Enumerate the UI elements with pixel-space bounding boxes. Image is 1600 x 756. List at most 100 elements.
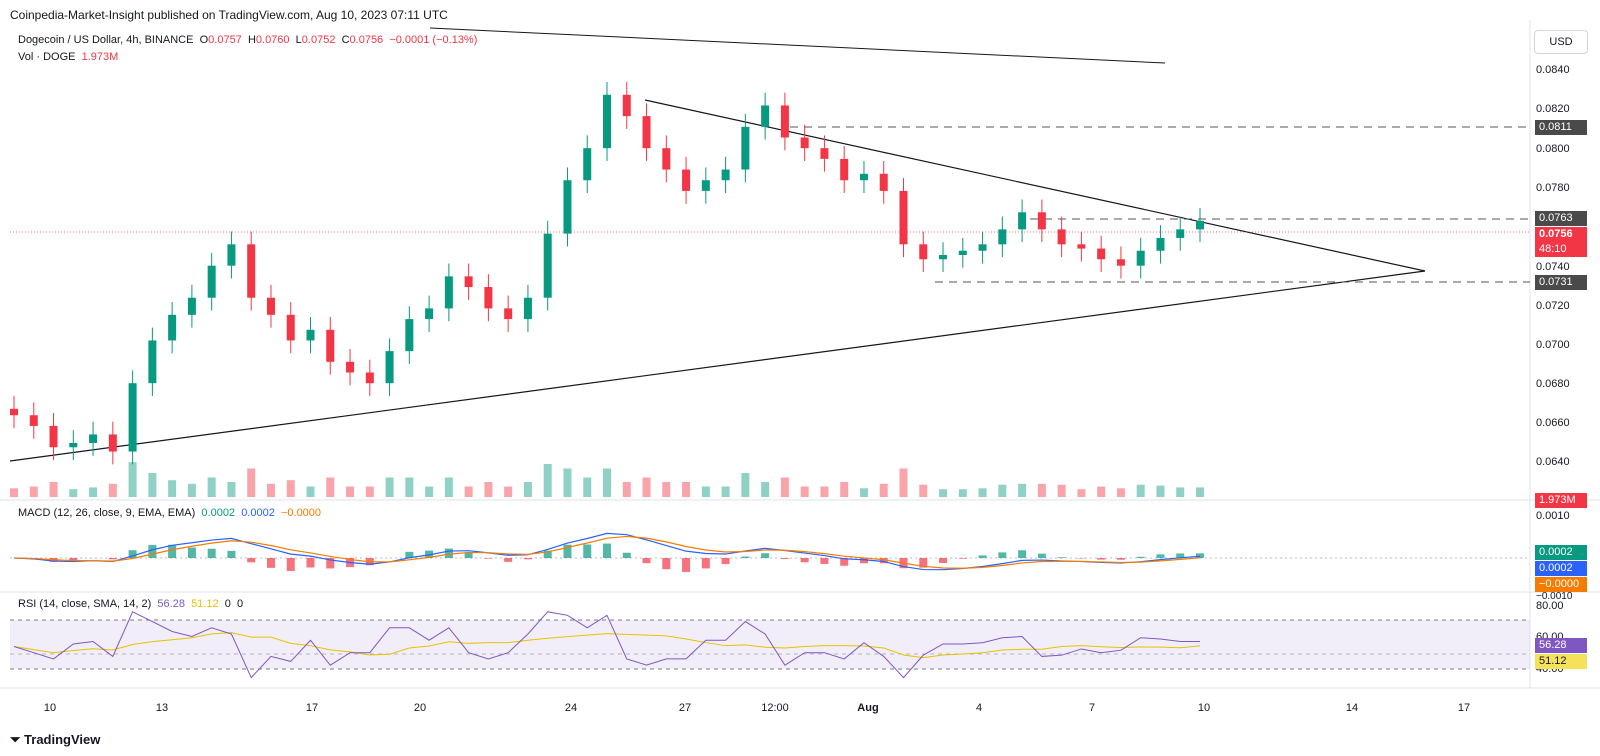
macd-hist-bar <box>247 558 256 563</box>
volume-bar <box>168 480 177 497</box>
volume-bar <box>682 482 691 497</box>
candle-body <box>1097 248 1106 260</box>
macd-hist-bar <box>741 556 750 558</box>
top-trendline <box>429 27 1166 64</box>
macd-hist-bar <box>701 558 710 569</box>
candle-body <box>69 443 78 448</box>
macd-hist-bar <box>642 558 651 564</box>
volume-badge: 1.973M <box>1535 493 1587 508</box>
candle-body <box>603 94 611 149</box>
time-tick: 17 <box>1457 702 1471 714</box>
volume-bar <box>128 462 137 497</box>
price-tick: 0.0700 <box>1536 339 1570 351</box>
candle-body <box>543 233 552 298</box>
candle-body <box>365 372 374 384</box>
macd-hist-bar <box>958 558 967 559</box>
macd-hist-bar <box>128 550 137 558</box>
volume-bar <box>69 489 78 497</box>
time-tick: 24 <box>564 702 578 714</box>
macd-hist-bar <box>998 552 1007 558</box>
volume-bar <box>998 484 1007 497</box>
time-tick: 20 <box>413 702 427 714</box>
rsi-band <box>10 620 1530 669</box>
candle-body <box>286 314 295 341</box>
price-tick: 0.0720 <box>1536 300 1570 312</box>
time-tick: 27 <box>678 702 692 714</box>
macd-hist-bar <box>484 558 493 559</box>
range-bottom-badge: 0.0731 <box>1535 275 1587 290</box>
macd-hist-bar <box>978 555 987 558</box>
candle-body <box>741 126 750 170</box>
volume-bar <box>1196 487 1204 497</box>
macd-hist-bar <box>1018 550 1027 558</box>
macd-hist-bar <box>800 558 809 563</box>
candle-body <box>701 180 710 191</box>
volume-bar <box>978 488 987 497</box>
tradingview-logo[interactable]: ⏷ TradingView <box>10 732 101 747</box>
candle-body <box>662 148 671 170</box>
time-tick: Aug <box>857 702 879 714</box>
tradingview-logo-icon: ⏷ <box>10 732 21 747</box>
macd-hist-bar <box>543 550 552 558</box>
volume-bar <box>29 486 38 497</box>
candle-body <box>425 308 434 320</box>
candle-body <box>49 425 58 448</box>
volume-bar <box>504 486 513 497</box>
macd-hist-bar <box>622 552 631 558</box>
symbol-legend: Dogecoin / US Dollar, 4h, BINANCE O0.075… <box>18 34 478 46</box>
publish-header: Coinpedia-Market-Insight published on Tr… <box>10 8 448 22</box>
candle-body <box>266 297 275 315</box>
macd-hist-bar <box>69 558 78 561</box>
volume-bar <box>1097 486 1106 497</box>
volume-bar <box>148 473 157 497</box>
currency-button[interactable]: USD <box>1534 30 1588 54</box>
macd-hist-bar <box>919 558 928 568</box>
open-value: 0.0757 <box>208 34 242 46</box>
volume-bar <box>1156 485 1165 497</box>
macd-hist-bar <box>840 558 849 566</box>
candle-body <box>1156 237 1165 251</box>
time-tick: 4 <box>975 702 983 714</box>
symbol-title[interactable]: Dogecoin / US Dollar, 4h, BINANCE <box>18 34 194 46</box>
macd-hist-bar <box>583 544 592 558</box>
high-value: 0.0760 <box>255 34 290 46</box>
volume-bar <box>958 489 967 497</box>
volume-bar <box>622 482 631 497</box>
change-value: −0.0001 (−0.13%) <box>389 34 478 46</box>
candle-body <box>780 105 789 138</box>
time-tick: 10 <box>1197 702 1211 714</box>
candle-body <box>464 276 473 288</box>
candle-body <box>128 383 137 452</box>
macd-hist-bar <box>1176 553 1185 558</box>
candle-body <box>919 244 928 260</box>
candle-body <box>1057 229 1066 245</box>
macd-tick: −0.0010 <box>1536 591 1573 602</box>
volume-bar <box>721 486 730 497</box>
time-tick: 17 <box>305 702 319 714</box>
macd-hist-bar <box>603 543 611 558</box>
volume-bar <box>820 486 829 497</box>
rsi-line <box>13 611 1200 679</box>
rsi-tick: 80.00 <box>1536 600 1564 612</box>
price-tick: 0.0660 <box>1536 417 1570 429</box>
candle-body <box>899 190 908 245</box>
candle-body <box>504 308 513 320</box>
time-tick: 7 <box>1088 702 1096 714</box>
volume-bar <box>187 483 196 497</box>
macd-hist-bar <box>148 544 157 558</box>
rsi-legend: RSI (14, close, SMA, 14, 2) 56.28 51.12 … <box>18 598 244 610</box>
macd-hist-bar <box>682 558 691 572</box>
candle-body <box>978 244 987 251</box>
macd-hist-bar <box>1116 558 1125 560</box>
volume-bar <box>89 487 98 497</box>
lower-triangle-line <box>9 270 1426 462</box>
macd-hist-bar <box>1136 556 1145 558</box>
price-tick: 0.0800 <box>1536 143 1570 155</box>
low-value: 0.0752 <box>301 34 336 46</box>
candle-body <box>29 415 38 426</box>
time-tick: 10 <box>43 702 57 714</box>
volume-bar <box>1018 483 1027 497</box>
candle-body <box>939 255 948 260</box>
candle-body <box>859 173 868 181</box>
